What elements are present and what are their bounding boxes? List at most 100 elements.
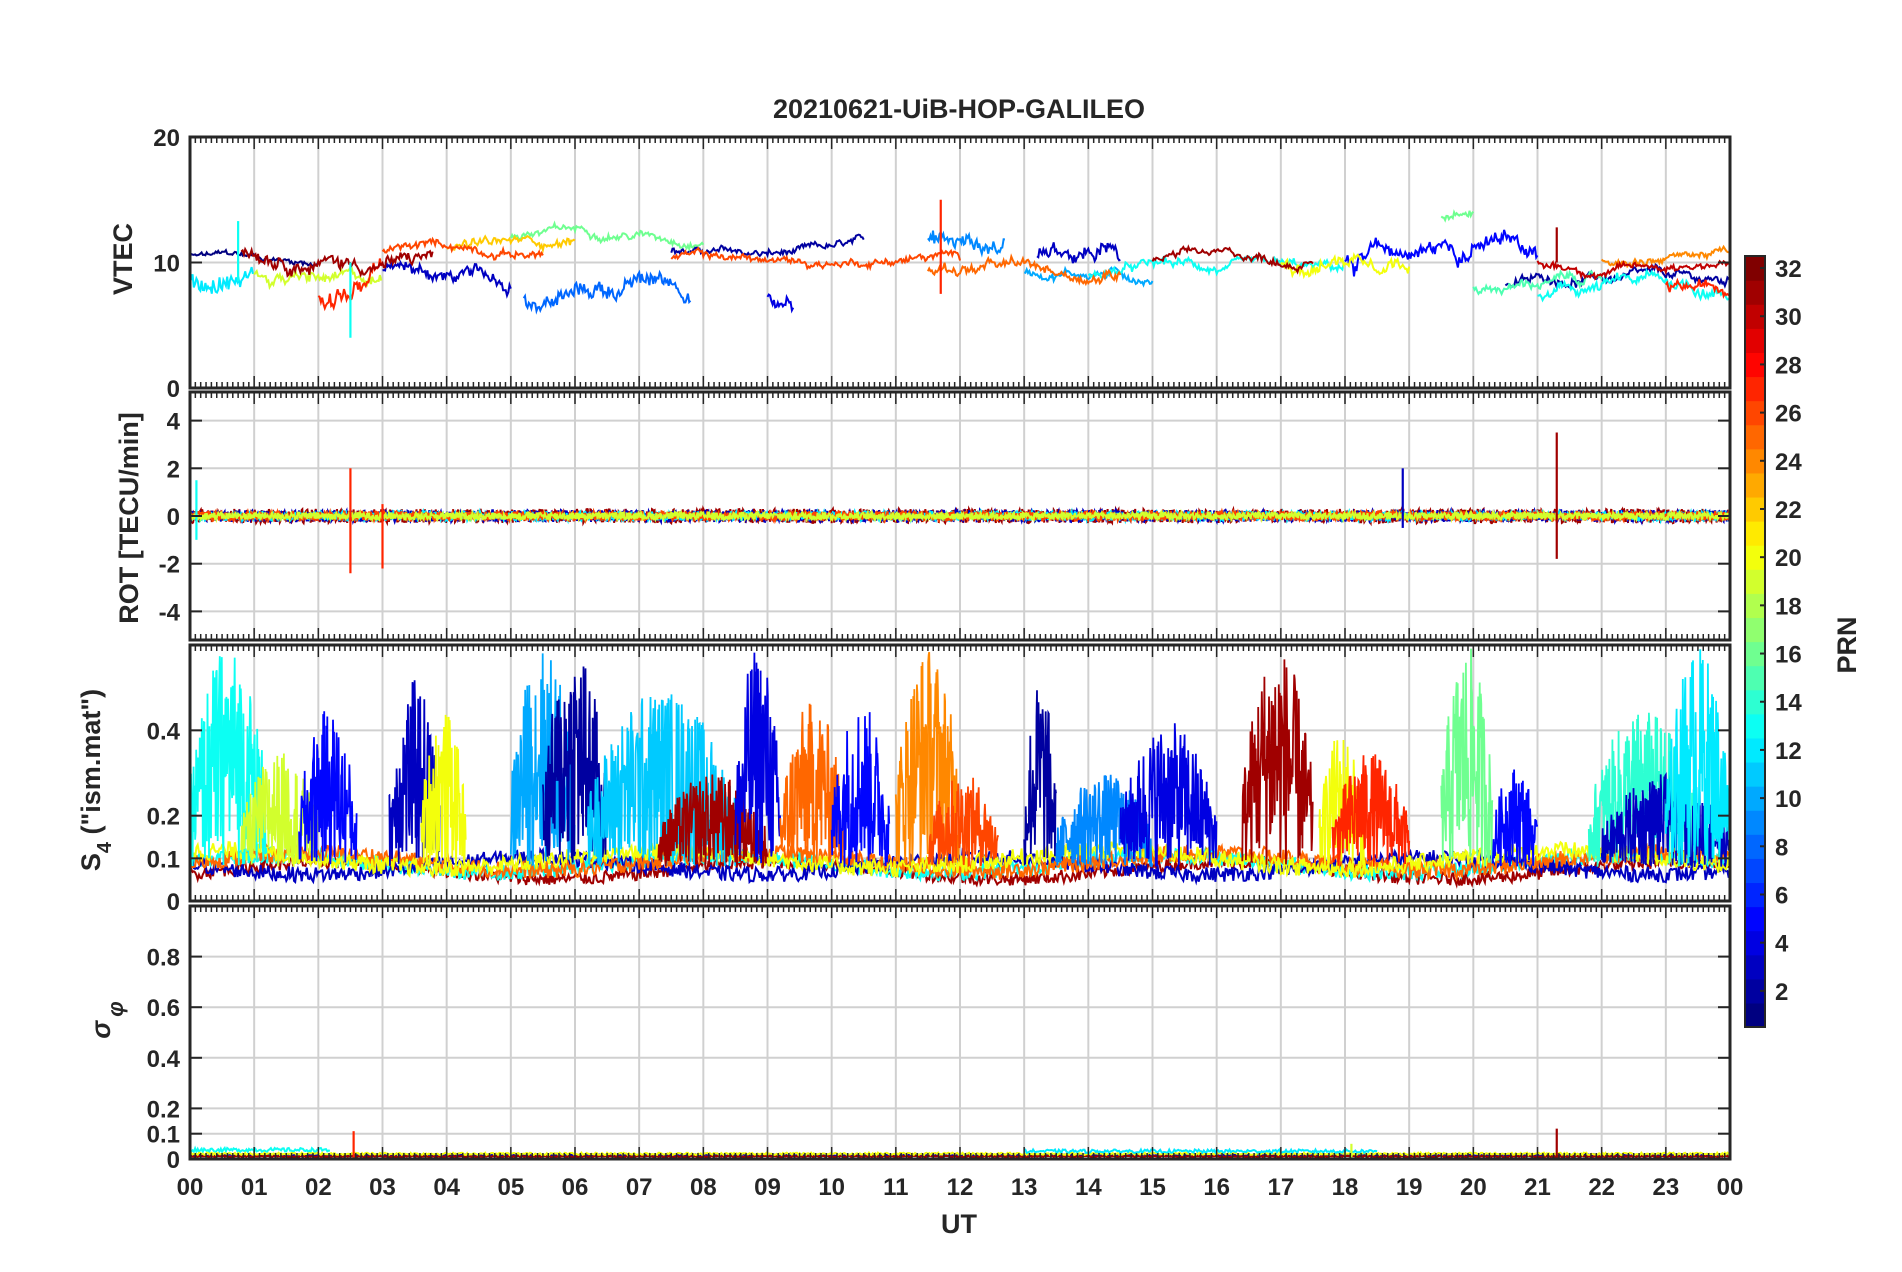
x-tick-label: 02 [305,1174,332,1201]
colorbar-cell [1745,304,1765,329]
colorbar-cell [1745,352,1765,378]
colorbar-cell [1745,448,1765,474]
vtec-series-group [190,199,1730,338]
x-tick-label: 09 [754,1174,781,1201]
x-tick-label: 07 [626,1174,653,1201]
vtec-ylabel: VTEC [108,223,138,295]
x-tick-label: 01 [241,1174,268,1201]
colorbar-cell [1745,256,1765,281]
x-tick-label: 17 [1267,1174,1294,1201]
x-tick-label: 13 [1011,1174,1038,1201]
s4-burst-prn-4 [1119,723,1218,867]
colorbar-cell [1745,737,1765,763]
colorbar-cell [1745,641,1765,667]
colorbar-tick-label: 32 [1775,256,1802,283]
colorbar-cell [1745,930,1765,956]
vtec-series-prn-4 [766,293,795,314]
sigma_phi-ytick-label: 0.6 [147,995,180,1022]
x-tick-label: 03 [369,1174,396,1201]
colorbar-tick-label: 2 [1775,979,1788,1006]
vtec-series-prn-20 [1280,252,1411,280]
colorbar-label: PRN [1832,616,1862,673]
s4-burst-prn-2 [1023,690,1057,866]
s4-ytick-label: 0.4 [147,718,181,745]
colorbar-cell [1745,400,1765,426]
colorbar-cell [1745,810,1765,835]
vtec-series-prn-27 [1664,277,1730,299]
x-tick-label: 04 [433,1174,460,1201]
vtec-series-prn-30 [1536,259,1730,281]
panel-sigma-phi: 00.10.2 0.4 0.6 0.8 [147,904,1732,1174]
colorbar-tick-label: 12 [1775,738,1802,765]
vtec-series-prn-10 [1023,265,1154,288]
colorbar-tick-label: 24 [1775,449,1802,476]
colorbar-cell [1745,761,1765,787]
panel-s4: 0 0.1 0.2 0.4 [147,643,1732,916]
colorbar-cell [1745,906,1765,932]
x-tick-label: 19 [1396,1174,1423,1201]
colorbar-cell [1745,786,1765,811]
vtec-series-prn-15 [1472,269,1603,297]
s4-burst-prn-26 [927,777,1000,868]
vtec-ytick-label: 20 [153,125,180,152]
sigma_phi-ytick-label: 0.1 [147,1122,180,1149]
colorbar-cell [1745,665,1765,691]
s4-burst-prn-31 [1241,659,1314,865]
vtec-series-prn-31 [1151,244,1314,275]
x-tick-label: 00 [1717,1174,1744,1201]
colorbar-cell [1745,521,1765,546]
s4-burst-prn-5 [830,712,891,867]
s4-series-group [190,648,1730,889]
colorbar-tick-label: 18 [1775,593,1802,620]
s4-burst-prn-16 [1440,648,1494,867]
colorbar-cell [1745,617,1765,643]
s4-floor-prn-20 [190,839,1730,879]
colorbar-cell [1745,328,1765,353]
rot-ylabel: ROT [TECU/min] [114,412,144,623]
s4-ylabel: S4 ("ism.mat") [76,689,116,871]
colorbar-cell [1745,978,1765,1004]
x-tick-label: 12 [947,1174,974,1201]
s4-ytick-label: 0 [167,889,180,916]
colorbar-cell [1745,496,1765,522]
figure-title: 20210621-UiB-HOP-GALILEO [773,94,1145,124]
x-tick-label: 14 [1075,1174,1102,1201]
x-tick-label: 20 [1460,1174,1487,1201]
vtec-series-prn-16 [1440,209,1475,223]
x-tick-label: 23 [1652,1174,1679,1201]
colorbar-cell [1745,472,1765,498]
x-tick-label: 22 [1588,1174,1615,1201]
x-tick-label: 18 [1332,1174,1359,1201]
colorbar-cell [1745,834,1765,859]
x-tick-label: 05 [497,1174,524,1201]
s4-burst-prn-5 [1491,769,1539,867]
colorbar-cell [1745,882,1765,908]
x-tick-label: 00 [177,1174,204,1201]
rot-series-prn-19 [190,508,1730,524]
colorbar-cell [1745,424,1765,450]
vtec-ytick-label: 10 [153,251,180,278]
s4-burst-prn-4 [734,652,781,864]
colorbar-tick-label: 6 [1775,882,1788,909]
colorbar-cell [1745,593,1765,619]
sigma_phi-ytick-label: 0.4 [147,1046,181,1073]
x-axis-label: UT [941,1209,977,1239]
colorbar-cell [1745,545,1765,570]
panel-vtec: 0 10 20 [153,125,1732,403]
rot-ytick-label: 4 [167,409,181,436]
colorbar-tick-label: 26 [1775,401,1802,428]
vtec-series-prn-8 [522,269,692,315]
rot-ytick-label: 0 [167,504,180,531]
vtec-series-prn-26 [670,246,961,272]
s4-ytick-label: 0.1 [147,846,180,873]
colorbar-tick-label: 4 [1775,931,1789,958]
rot-ytick-label: -4 [159,599,181,626]
vtec-ytick-label: 0 [167,376,180,403]
x-tick-label: 08 [690,1174,717,1201]
sigma-phi-ylabel: σφ [86,1001,128,1038]
colorbar-frame [1744,255,1766,1028]
vtec-series-prn-3 [382,259,512,299]
s4-burst-prn-27 [1331,754,1411,867]
colorbar-cell [1745,954,1765,980]
